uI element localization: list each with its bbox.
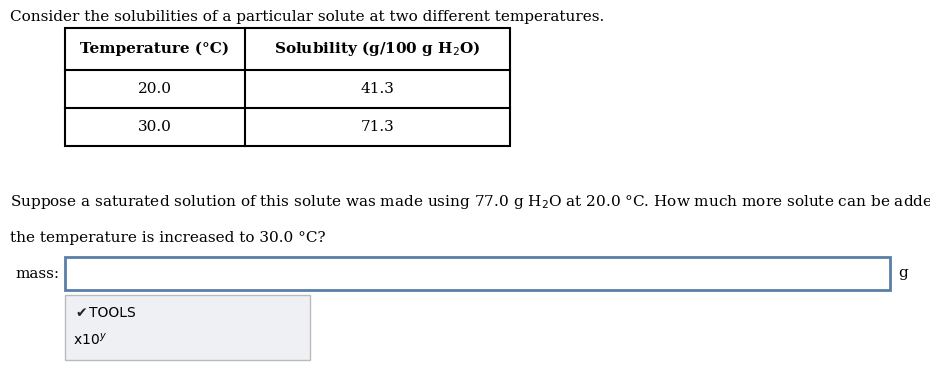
Text: 41.3: 41.3 — [361, 82, 394, 96]
Text: Suppose a saturated solution of this solute was made using 77.0 g H$_2$O at 20.0: Suppose a saturated solution of this sol… — [10, 193, 930, 211]
Text: mass:: mass: — [16, 266, 60, 280]
Bar — [65, 257, 890, 290]
Text: Solubility (g/100 g H$_2$O): Solubility (g/100 g H$_2$O) — [274, 39, 481, 59]
Text: ✔: ✔ — [75, 306, 86, 320]
Text: TOOLS: TOOLS — [89, 306, 136, 320]
Text: Temperature (°C): Temperature (°C) — [80, 42, 230, 56]
Bar — [65, 295, 310, 360]
Text: Consider the solubilities of a particular solute at two different temperatures.: Consider the solubilities of a particula… — [10, 10, 604, 24]
Text: x10$^y$: x10$^y$ — [73, 332, 107, 348]
Text: 30.0: 30.0 — [138, 120, 172, 134]
Bar — [65, 28, 510, 146]
Text: 20.0: 20.0 — [138, 82, 172, 96]
Text: g: g — [898, 266, 908, 280]
Text: the temperature is increased to 30.0 °C?: the temperature is increased to 30.0 °C? — [10, 231, 326, 245]
Text: 71.3: 71.3 — [361, 120, 394, 134]
